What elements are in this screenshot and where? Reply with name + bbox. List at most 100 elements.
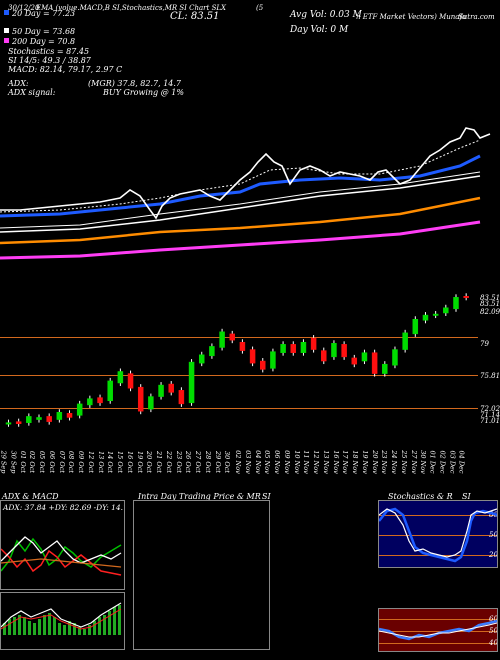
date-label: 01 Dec — [428, 450, 437, 474]
adx-signal-value: BUY Growing @ 1% — [103, 88, 184, 97]
legend-50day-swatch — [4, 28, 9, 33]
adx-panel-title: ADX & MACD — [2, 492, 59, 501]
candle-body — [260, 360, 266, 370]
candle-body — [76, 403, 83, 416]
candle-body — [341, 344, 347, 358]
level-line-79 — [0, 337, 478, 338]
date-label: 02 Oct — [28, 451, 37, 473]
ma-50day-line — [0, 175, 481, 233]
candles — [5, 293, 469, 427]
candle-body — [148, 396, 154, 410]
date-label: 12 Nov — [311, 450, 320, 474]
candle-body — [432, 313, 439, 316]
ma-100day-line — [0, 196, 481, 245]
candle-body — [188, 361, 195, 404]
price-close-line — [0, 127, 491, 220]
ma-200day-line — [0, 220, 481, 260]
price-label-71a: 71.14 — [480, 411, 500, 419]
candle-body — [158, 384, 164, 397]
price-label-71b: 71.01 — [480, 417, 500, 425]
date-label: 16 Nov — [331, 450, 340, 474]
candlestick-pane: 83.51 83.51 82.09 79 75.81 72.02 71.14 7… — [0, 290, 500, 430]
avg-vol: Avg Vol: 0.03 M — [290, 10, 362, 20]
candle-body — [137, 386, 144, 412]
site-name: Sutra.com — [458, 13, 495, 21]
date-label: 03 Dec — [448, 450, 457, 474]
stoch-label: Stochastics = 87.45 — [8, 47, 90, 56]
date-label: 22 Oct — [164, 451, 173, 473]
candle-body — [280, 344, 286, 353]
adx-label: ADX: — [8, 79, 29, 88]
date-label: 09 Nov — [282, 450, 291, 474]
ema50-label: 50 Day = 73.68 — [12, 27, 76, 36]
date-label: 23 Oct — [174, 451, 183, 473]
macd-label: MACD: 82.14, 79.17, 2.97 C — [8, 65, 123, 74]
candle-body — [26, 416, 32, 423]
date-label: 14 Oct — [106, 451, 115, 473]
candle-body — [219, 331, 225, 348]
date-label: 04 Nov — [253, 450, 262, 474]
candle-body — [422, 314, 429, 321]
mr-lines — [379, 619, 497, 641]
date-label: 02 Dec — [438, 450, 447, 474]
candle-body — [229, 333, 235, 341]
date-axis: 29 Sep 30 Sep 01 Oct 02 Oct 05 Oct 06 Oct 07 O… — [0, 440, 478, 492]
date-label: 30 Sep — [9, 450, 18, 474]
candle-body — [453, 297, 459, 310]
price-label-72: 72.02 — [480, 405, 500, 413]
macd-panel — [0, 592, 125, 650]
stochastics-panel: 80 50 20 — [378, 500, 498, 568]
mr-si-panel: 60 50 40 — [378, 608, 498, 652]
ema20-label: 20 Day = 77.23 — [12, 9, 76, 18]
candle-body — [168, 383, 174, 393]
date-label: 30 Oct — [223, 451, 232, 473]
stoch-level-50: 50 — [489, 531, 498, 539]
date-label: 19 Nov — [360, 450, 369, 474]
stoch-lines — [379, 507, 497, 563]
candle-body — [300, 341, 307, 353]
date-label: 04 Dec — [458, 450, 467, 474]
date-label: 30 Nov — [419, 450, 428, 474]
date-label: 05 Oct — [37, 451, 46, 473]
candle-body — [270, 351, 276, 369]
ma-20day-line — [0, 154, 481, 218]
candle-body — [249, 349, 256, 364]
candle-body — [127, 373, 134, 389]
date-label: 06 Oct — [47, 451, 56, 473]
date-label: 13 Oct — [96, 451, 105, 473]
date-label: 25 Nov — [399, 450, 408, 474]
date-label: 07 Oct — [57, 451, 66, 473]
etf-name: n ETF Market Vectors) Munafa — [356, 13, 467, 21]
intra-panel-title: Intra Day Trading Price & MR — [138, 492, 261, 501]
date-label: 03 Nov — [243, 450, 252, 474]
date-label: 28 Oct — [203, 451, 212, 473]
date-label: 29 Oct — [213, 451, 222, 473]
candle-body — [443, 307, 449, 314]
ma-10day-line — [0, 139, 481, 213]
candle-body — [463, 296, 469, 299]
date-label: 09 Oct — [76, 451, 85, 473]
stoch-level-20: 20 — [489, 551, 498, 559]
date-label: 29 Sep — [0, 450, 8, 474]
moving-average-chart — [0, 127, 491, 260]
adx-panel: ADX: 37.84 +DY: 82.69 -DY: 14.74 — [0, 500, 125, 590]
candle-body — [15, 421, 22, 424]
stoch-level-80: 80 — [489, 511, 498, 519]
adx-panel-values: ADX: 37.84 +DY: 82.69 -DY: 14.74 — [3, 503, 125, 512]
date-label: 20 Nov — [370, 450, 379, 474]
candle-body — [66, 413, 73, 418]
candle-body — [392, 349, 398, 366]
candle-body — [107, 380, 113, 401]
date-label: 26 Oct — [184, 451, 193, 473]
macd-lines — [1, 602, 122, 635]
candle-body — [402, 332, 408, 350]
date-label: 01 Oct — [18, 451, 27, 473]
date-label: 18 Nov — [350, 450, 359, 474]
mr-level-50: 50 — [489, 627, 498, 635]
candle-body — [371, 352, 378, 374]
date-label: 06 Nov — [272, 450, 281, 474]
date-label: 17 Nov — [341, 450, 350, 474]
date-label: 13 Nov — [321, 450, 330, 474]
level-line-75 — [0, 375, 478, 376]
date-label: 27 Oct — [194, 451, 203, 473]
